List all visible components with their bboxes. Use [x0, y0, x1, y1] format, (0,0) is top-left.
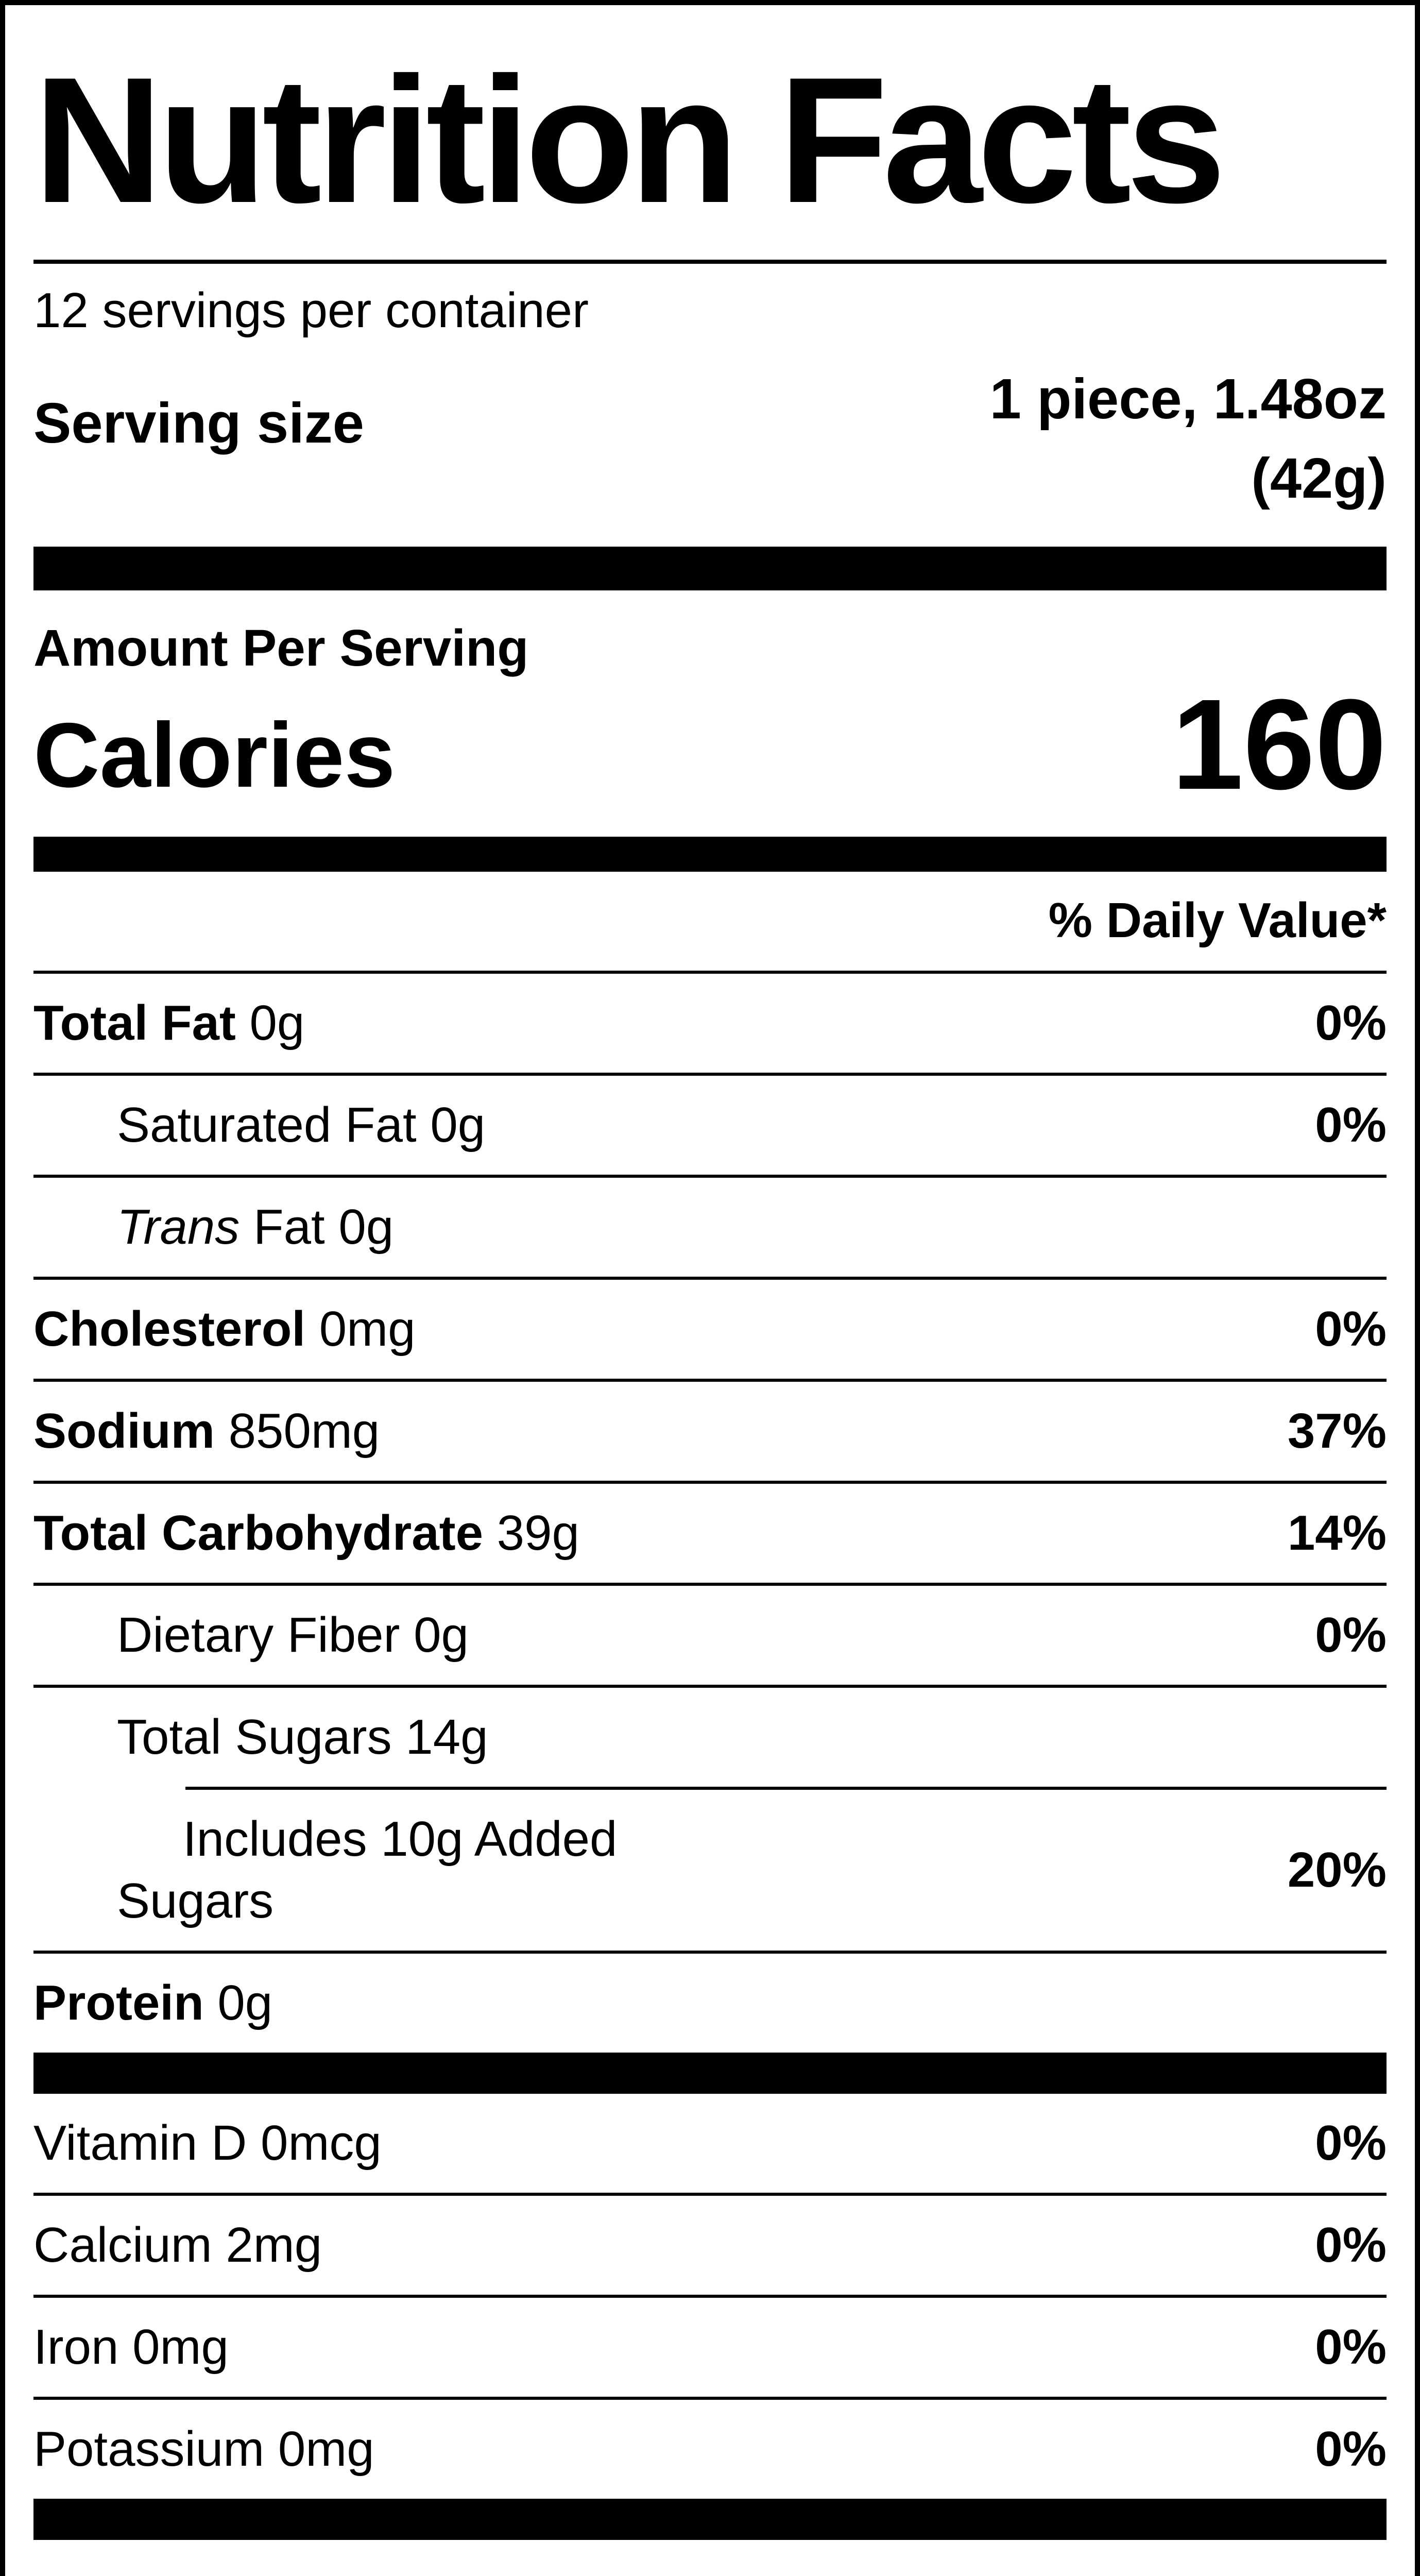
separator [33, 1480, 1387, 1484]
separator [33, 970, 1387, 974]
nutrient-dv: 37% [1287, 1403, 1387, 1459]
separator [33, 1276, 1387, 1280]
nutrient-dv: 14% [1287, 1505, 1387, 1561]
vitamin-row-iron: Iron 0mg 0% [33, 2298, 1387, 2397]
nutrient-row-protein: Protein 0g [33, 1954, 1387, 2053]
nutrient-name-bold: Sodium [33, 1403, 215, 1459]
vitamin-name: Iron 0mg [33, 2319, 229, 2375]
nutrient-name: Sodium 850mg [33, 1400, 380, 1462]
title-divider [33, 260, 1387, 264]
nutrient-dv: 0% [1315, 1097, 1387, 1153]
separator [33, 1950, 1387, 1954]
daily-value-footnote: * The % Daily Value (DV) tells you how m… [33, 2540, 1387, 2576]
nutrient-dv: 0% [1315, 1607, 1387, 1663]
vitamin-dv: 0% [1315, 2319, 1387, 2375]
added-sugars-line1: Includes 10g Added [183, 1811, 618, 1867]
amount-per-serving-label: Amount Per Serving [33, 619, 529, 677]
nutrient-amount: 39g [483, 1505, 579, 1561]
nutrient-name-bold: Protein [33, 1975, 204, 2030]
serving-size-value-line2: (42g) [1251, 447, 1387, 510]
vitamin-dv: 0% [1315, 2115, 1387, 2171]
nutrient-row-cholesterol: Cholesterol 0mg 0% [33, 1280, 1387, 1379]
nutrient-amount: Fat 0g [239, 1199, 394, 1255]
added-sugars-line2: Sugars [117, 1873, 274, 1928]
nutrient-name: Protein 0g [33, 1972, 272, 2034]
separator [33, 2396, 1387, 2400]
label-title: Nutrition Facts [33, 40, 1226, 240]
thick-divider-protein [33, 2052, 1387, 2094]
vitamin-name: Vitamin D 0mcg [33, 2115, 382, 2171]
calories-label: Calories [33, 703, 396, 806]
nutrient-name: Trans Fat 0g [33, 1196, 394, 1258]
serving-size-row: Serving size 1 piece, 1.48oz (42g) [33, 344, 1387, 547]
nutrient-row-saturated-fat: Saturated Fat 0g 0% [33, 1076, 1387, 1175]
separator [33, 1174, 1387, 1178]
separator-indented [185, 1786, 1387, 1790]
nutrient-name-bold: Total Fat [33, 995, 236, 1050]
nutrient-name: Total Fat 0g [33, 992, 304, 1054]
nutrient-amount: 0g [235, 995, 305, 1050]
nutrient-name: Dietary Fiber 0g [117, 1607, 469, 1663]
separator [33, 1582, 1387, 1586]
vitamin-row-potassium: Potassium 0mg 0% [33, 2400, 1387, 2499]
nutrient-name: Includes 10g Added Sugars [33, 1808, 617, 1932]
nutrient-name-italic: Trans [117, 1199, 240, 1255]
vitamin-dv: 0% [1315, 2421, 1387, 2477]
nutrient-name: Cholesterol 0mg [33, 1298, 416, 1360]
vitamin-row-vitamin-d: Vitamin D 0mcg 0% [33, 2094, 1387, 2193]
nutrient-name-bold: Total Carbohydrate [33, 1505, 483, 1561]
nutrient-amount: 0g [203, 1975, 273, 2030]
nutrient-row-total-sugars: Total Sugars 14g [33, 1688, 1387, 1787]
separator [33, 2294, 1387, 2298]
nutrient-row-trans-fat: Trans Fat 0g [33, 1178, 1387, 1277]
thick-divider-calories [33, 836, 1387, 872]
separator [33, 1072, 1387, 1076]
nutrient-dv: 0% [1315, 1301, 1387, 1357]
nutrient-row-total-carbohydrate: Total Carbohydrate 39g 14% [33, 1484, 1387, 1583]
servings-per-container: 12 servings per container [33, 283, 589, 338]
vitamin-name: Potassium 0mg [33, 2421, 374, 2477]
nutrient-dv: 20% [1287, 1842, 1387, 1897]
nutrient-row-added-sugars: Includes 10g Added Sugars 20% [33, 1790, 1387, 1951]
nutrient-amount: 0mg [305, 1301, 416, 1357]
nutrient-row-total-fat: Total Fat 0g 0% [33, 974, 1387, 1073]
vitamin-dv: 0% [1315, 2217, 1387, 2273]
nutrient-row-dietary-fiber: Dietary Fiber 0g 0% [33, 1586, 1387, 1685]
vitamin-name: Calcium 2mg [33, 2217, 322, 2273]
separator [33, 1684, 1387, 1688]
thick-divider-bottom [33, 2498, 1387, 2540]
calories-value: 160 [1171, 672, 1387, 816]
nutrient-row-sodium: Sodium 850mg 37% [33, 1382, 1387, 1481]
serving-size-value: 1 piece, 1.48oz (42g) [990, 360, 1387, 518]
footnote-line: * The % Daily Value (DV) tells you how m… [33, 2561, 1387, 2576]
serving-size-label: Serving size [33, 392, 364, 455]
daily-value-header: % Daily Value* [1048, 892, 1387, 948]
nutrient-name: Total Carbohydrate 39g [33, 1502, 579, 1564]
nutrient-dv: 0% [1315, 995, 1387, 1050]
separator [33, 2192, 1387, 2196]
separator [33, 1378, 1387, 1382]
vitamin-row-calcium: Calcium 2mg 0% [33, 2196, 1387, 2295]
nutrient-name: Saturated Fat 0g [117, 1097, 486, 1153]
nutrient-name: Total Sugars 14g [117, 1709, 488, 1765]
calories-row: Calories 160 [33, 678, 1387, 837]
serving-size-value-line1: 1 piece, 1.48oz [989, 367, 1387, 431]
thick-divider-top [33, 547, 1387, 590]
nutrient-amount: 850mg [214, 1403, 380, 1459]
nutrient-name-bold: Cholesterol [33, 1301, 306, 1357]
